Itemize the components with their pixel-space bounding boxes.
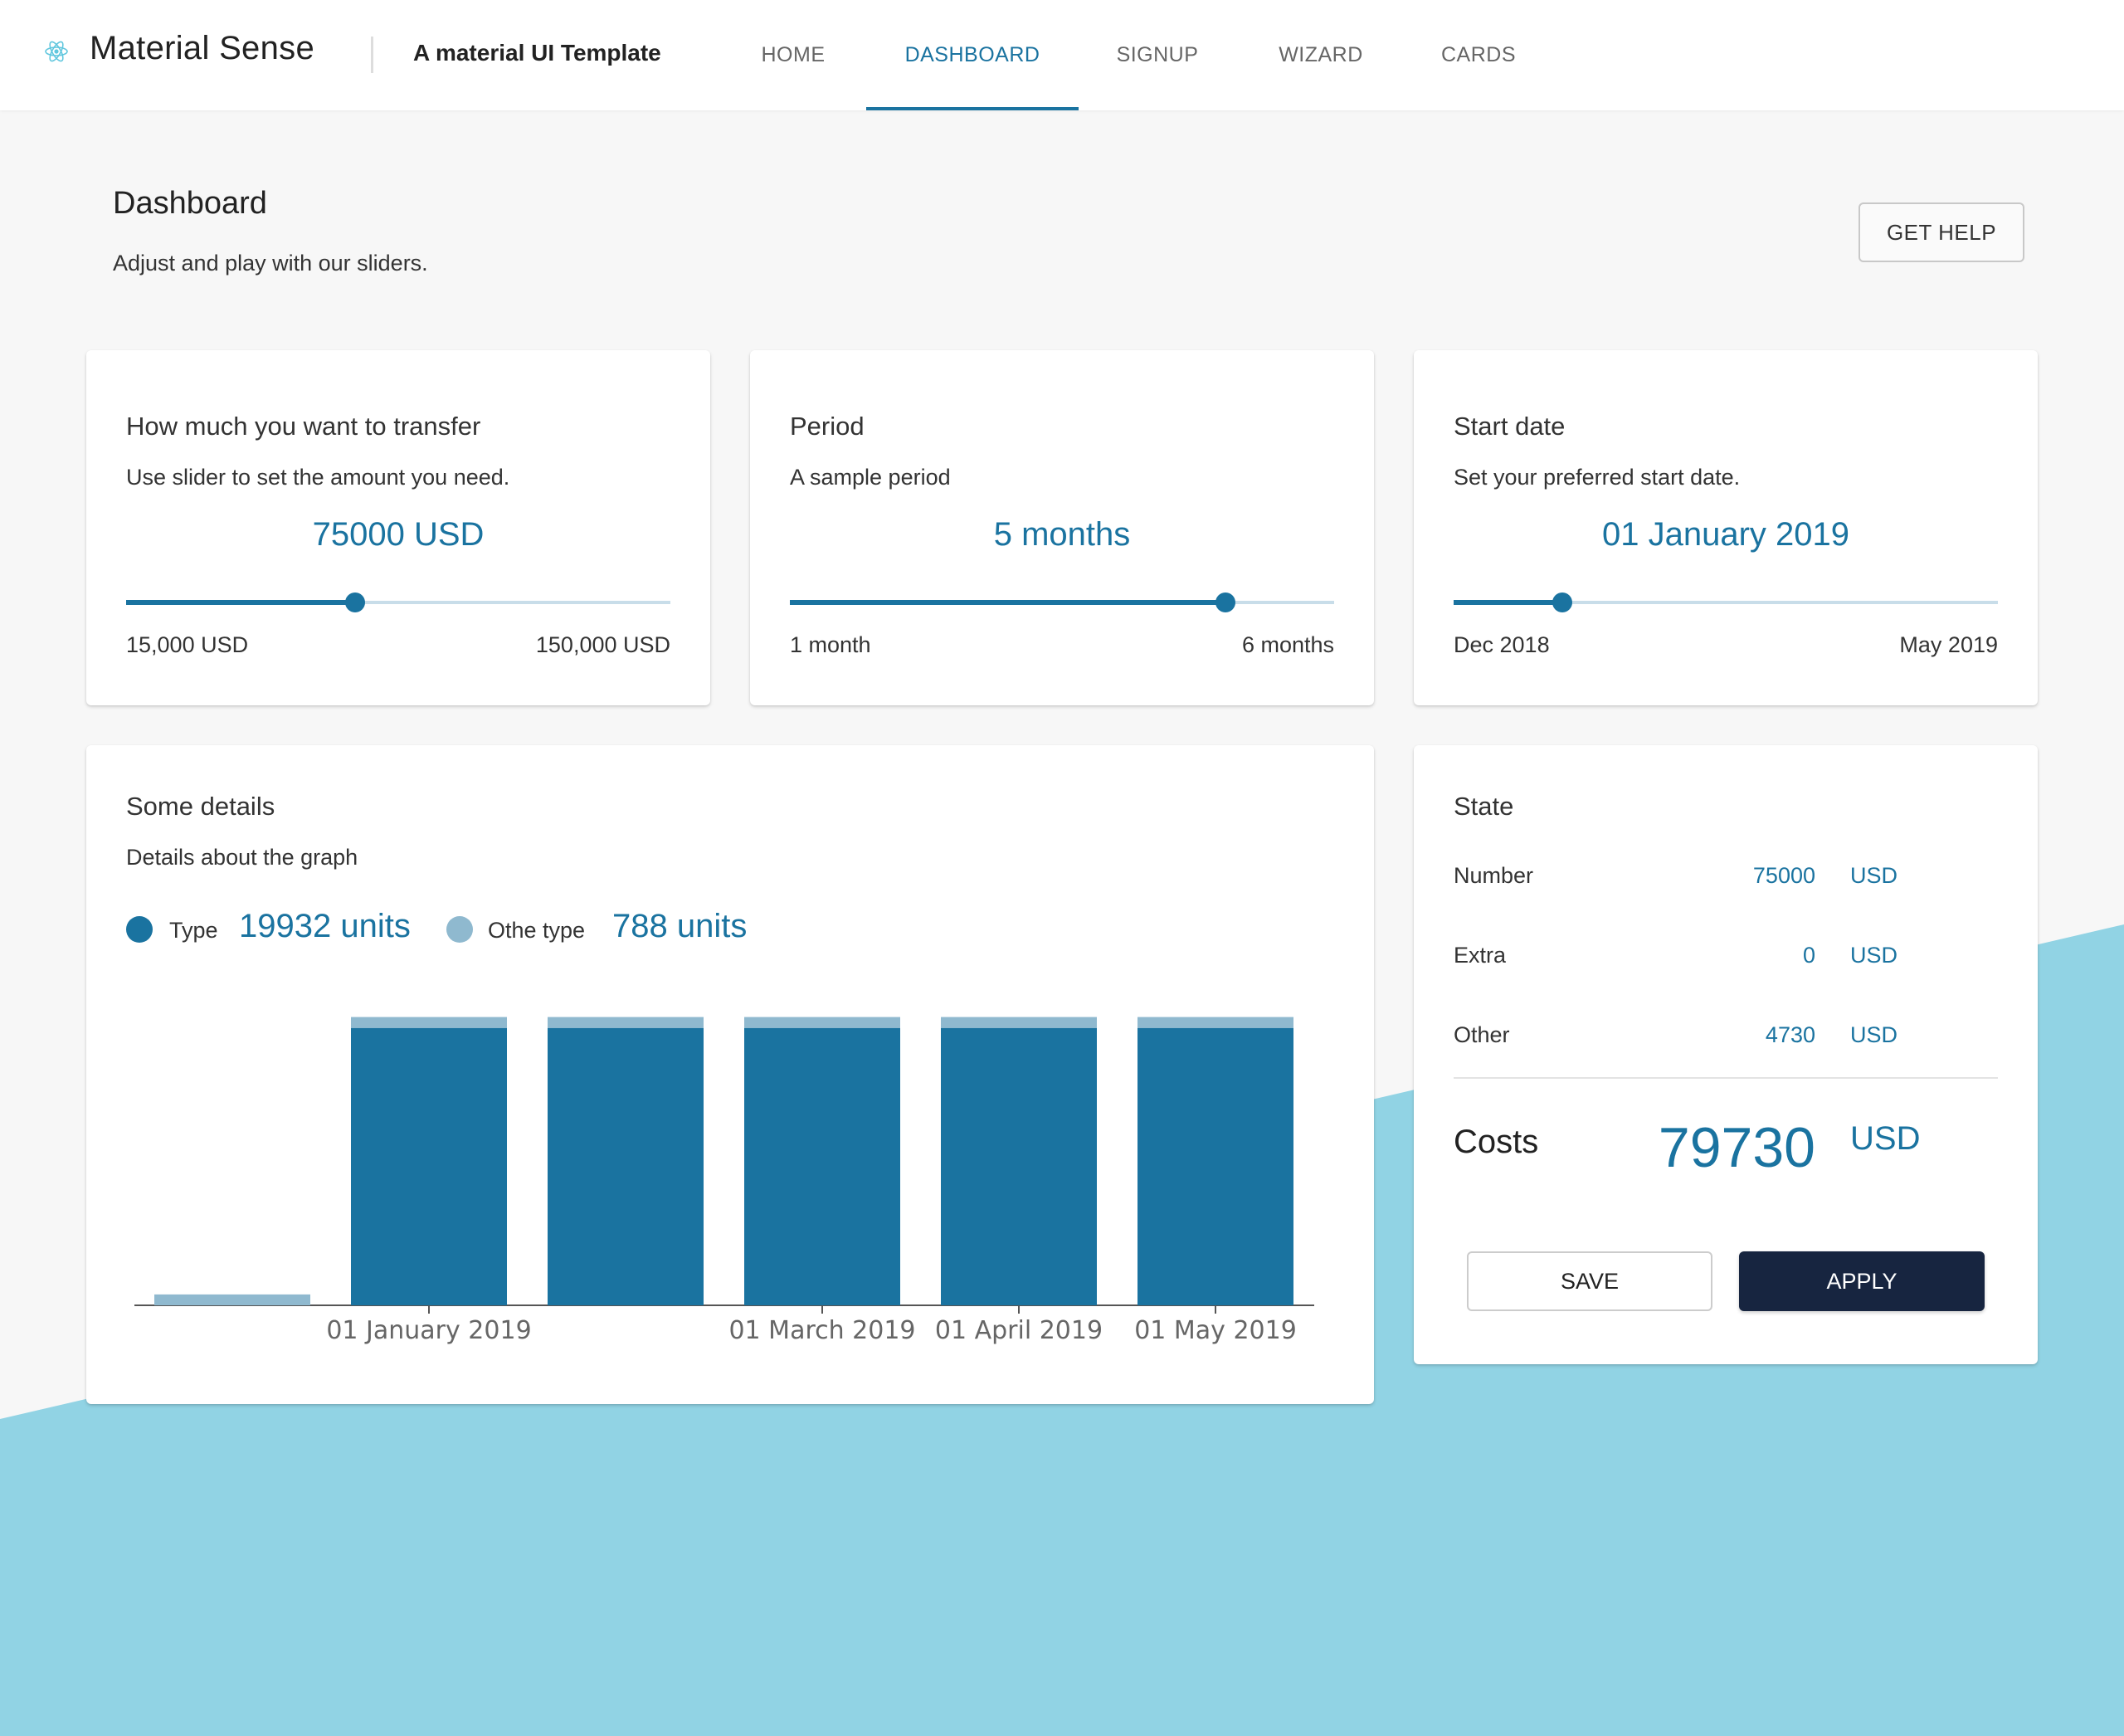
slider-max-label: 6 months [1241,632,1334,657]
card-title: Start date [1454,412,1566,441]
slider-thumb[interactable] [344,592,365,612]
slider-value: 01 January 2019 [1601,516,1849,553]
transfer-amount-card: How much you want to transfer Use slider… [86,350,710,705]
page-title: Dashboard [113,186,267,221]
tagline: A material UI Template [413,40,661,66]
bar-type-1[interactable] [351,1027,507,1305]
x-tick-label: 01 March 2019 [728,1316,915,1345]
bar-other-type-5[interactable] [1138,1017,1293,1028]
state-label-other: Other [1454,1022,1510,1047]
card-subtitle: Set your preferred start date. [1454,465,1741,490]
slider-thumb[interactable] [1215,592,1235,612]
costs-unit: USD [1850,1120,1921,1157]
slider-fill [126,600,355,605]
active-tab-indicator [866,107,1079,110]
page-subtitle: Adjust and play with our sliders. [113,251,428,276]
tab-home[interactable]: HOME [761,43,826,66]
details-chart-card: Some details Details about the graph Typ… [86,745,1374,1404]
state-divider [1454,1077,1998,1079]
state-label-extra: Extra [1454,943,1507,968]
brand-divider [371,37,373,73]
react-atom-icon[interactable] [43,38,70,65]
period-card: Period A sample period 5 months 1 month … [750,350,1374,705]
slider-fill [790,600,1225,605]
slider-max-label: 150,000 USD [535,632,670,657]
bar-type-2[interactable] [548,1027,704,1305]
state-unit-other: USD [1850,1022,1898,1047]
state-card: State Number 75000 USD Extra 0 USD Other… [1414,745,2038,1364]
slider-value: 75000 USD [312,516,485,553]
costs-label: Costs [1454,1124,1539,1160]
slider-track[interactable] [1454,601,1998,604]
legend-label-type: Type [169,918,218,943]
bar-type-5[interactable] [1138,1027,1293,1305]
save-button[interactable]: SAVE [1467,1251,1712,1311]
apply-button[interactable]: APPLY [1739,1251,1985,1311]
slider-thumb[interactable] [1552,592,1573,612]
start-date-card: Start date Set your preferred start date… [1414,350,2038,705]
bar-type-3[interactable] [744,1027,900,1305]
slider-min-label: 15,000 USD [126,632,249,657]
slider-track[interactable] [126,601,670,604]
card-subtitle: Details about the graph [126,845,358,870]
bar-other-type-0[interactable] [154,1294,310,1305]
state-label-number: Number [1454,863,1534,888]
bar-other-type-3[interactable] [744,1017,900,1028]
legend-value-other-type: 788 units [612,908,748,944]
stacked-bar-chart: 01 January 2019 01 March 2019 01 April 201… [134,1017,1314,1345]
legend-label-other-type: Othe type [488,918,586,943]
slider-min-label: Dec 2018 [1454,632,1550,657]
legend-dot-other-type [446,916,473,943]
tab-dashboard[interactable]: DASHBOARD [904,43,1040,66]
bar-type-4[interactable] [941,1027,1097,1305]
slider-fill [1454,600,1563,605]
tab-cards[interactable]: CARDS [1440,43,1516,66]
app-header: Material Sense A material UI Template HO… [0,0,2124,110]
card-subtitle: A sample period [790,465,951,490]
tab-wizard[interactable]: WIZARD [1279,43,1363,66]
bar-other-type-4[interactable] [941,1017,1097,1028]
card-title: Some details [126,792,275,821]
card-subtitle: Use slider to set the amount you need. [126,465,510,490]
x-tick-label: 01 April 2019 [935,1316,1103,1345]
costs-value: 79730 [1658,1116,1815,1179]
get-help-button[interactable]: GET HELP [1858,202,2024,262]
card-title: How much you want to transfer [126,412,481,441]
bar-other-type-1[interactable] [351,1017,507,1028]
state-value-extra: 0 [1802,943,1815,968]
slider-max-label: May 2019 [1899,632,1998,657]
state-value-number: 75000 [1752,863,1815,888]
state-value-other: 4730 [1765,1022,1815,1047]
state-unit-number: USD [1850,863,1898,888]
card-title: Period [790,412,865,441]
legend-value-type: 19932 units [239,908,411,944]
slider-min-label: 1 month [790,632,871,657]
x-tick-label: 01 May 2019 [1134,1316,1297,1345]
state-unit-extra: USD [1850,943,1898,968]
brand-name[interactable]: Material Sense [90,30,314,66]
slider-value: 5 months [993,516,1131,553]
bar-other-type-2[interactable] [548,1017,704,1028]
tab-signup[interactable]: SIGNUP [1116,43,1199,66]
x-tick-label: 01 January 2019 [326,1316,531,1345]
legend-dot-type [126,916,153,943]
card-title: State [1454,792,1514,821]
